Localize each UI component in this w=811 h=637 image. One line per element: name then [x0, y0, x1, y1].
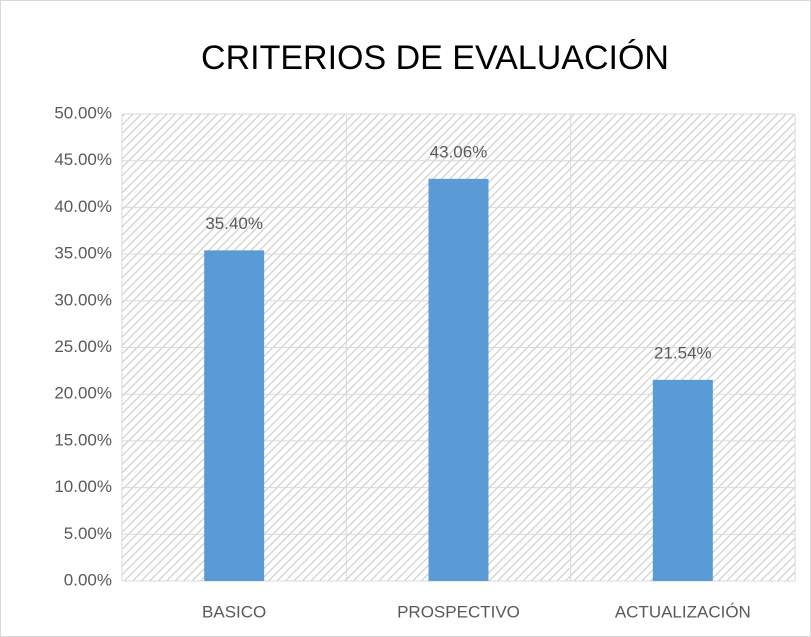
y-tick-label: 30.00%: [54, 290, 112, 309]
y-tick-label: 15.00%: [54, 430, 112, 449]
x-tick-label: BASICO: [202, 602, 266, 621]
x-tick-label: ACTUALIZACIÓN: [615, 602, 751, 621]
data-label: 35.40%: [205, 214, 263, 233]
y-tick-label: 5.00%: [64, 524, 112, 543]
bar: [652, 379, 713, 581]
y-tick-label: 20.00%: [54, 384, 112, 403]
y-tick-label: 0.00%: [64, 570, 112, 589]
data-label: 21.54%: [654, 343, 712, 362]
y-tick-label: 45.00%: [54, 150, 112, 169]
bar: [204, 250, 265, 581]
y-tick-label: 40.00%: [54, 197, 112, 216]
chart-title: CRITERIOS DE EVALUACIÓN: [201, 39, 669, 77]
data-label: 43.06%: [430, 142, 488, 161]
y-tick-label: 10.00%: [54, 477, 112, 496]
bar: [428, 178, 489, 582]
y-tick-label: 35.00%: [54, 244, 112, 263]
x-tick-label: PROSPECTIVO: [397, 602, 520, 621]
y-tick-label: 25.00%: [54, 337, 112, 356]
y-tick-label: 50.00%: [54, 103, 112, 122]
